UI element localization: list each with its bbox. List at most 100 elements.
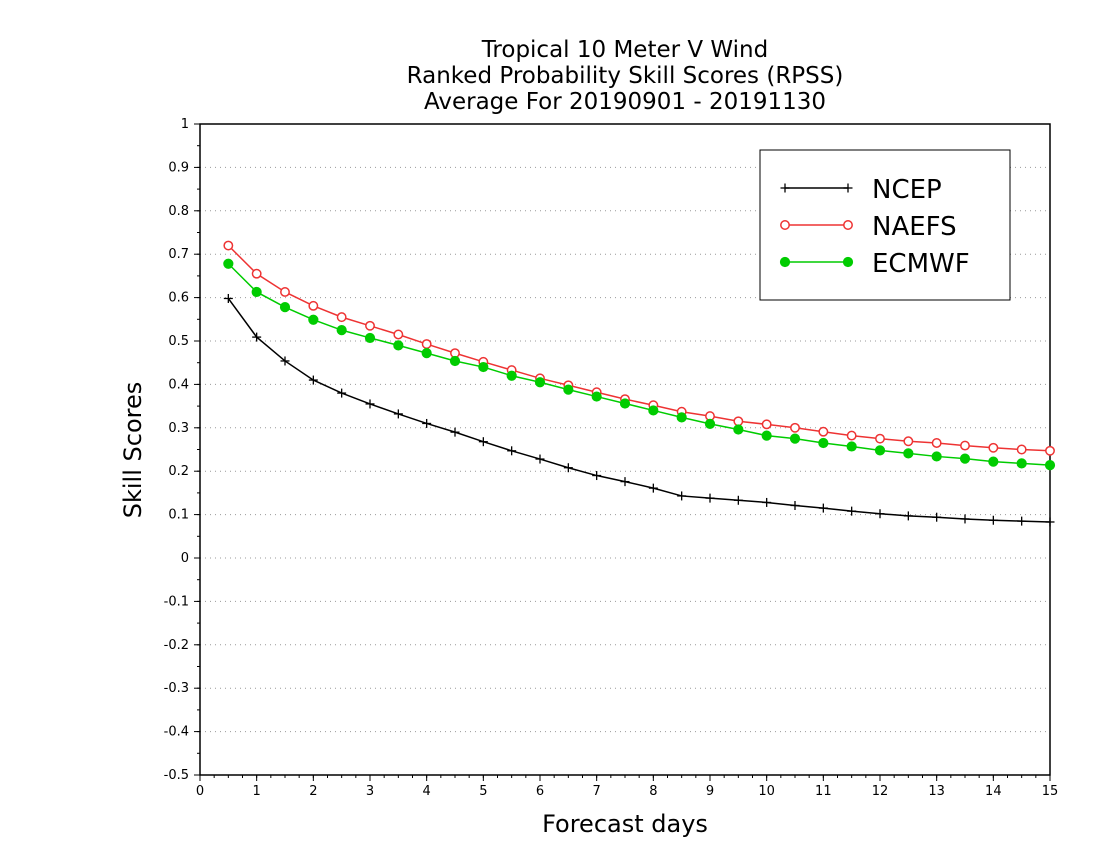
y-tick-label: 0.5 [168, 334, 189, 349]
x-tick-label: 9 [706, 784, 714, 799]
data-point-ecmwf [761, 430, 772, 441]
y-tick-label: -0.4 [164, 725, 189, 740]
chart-title-line-2: Ranked Probability Skill Scores (RPSS) [406, 63, 844, 89]
data-point-ncep [337, 388, 347, 398]
data-point-ecmwf [308, 314, 319, 325]
legend-label-naefs: NAEFS [872, 212, 957, 242]
x-tick-label: 2 [309, 784, 317, 799]
y-axis-label: Skill Scores [119, 381, 147, 519]
x-tick-label: 12 [872, 784, 889, 799]
data-point-ncep [960, 514, 970, 524]
data-point-naefs [875, 433, 885, 444]
data-point-naefs [1045, 445, 1055, 456]
data-point-ncep [903, 511, 913, 521]
data-point-ncep [875, 509, 885, 519]
legend-marker-ncep [843, 183, 853, 193]
y-tick-label: 0.9 [168, 160, 189, 175]
data-point-naefs [421, 339, 432, 349]
data-point-ncep [1045, 517, 1055, 527]
data-point-ncep [478, 437, 488, 447]
x-tick-label: 15 [1042, 784, 1059, 799]
data-point-ecmwf [959, 453, 971, 464]
data-point-ncep [308, 375, 318, 385]
data-point-ncep [988, 515, 998, 525]
data-point-ecmwf [1044, 460, 1056, 471]
data-point-ecmwf [988, 456, 999, 467]
y-tick-label: 0.4 [168, 377, 189, 392]
data-point-ncep [507, 446, 517, 456]
y-tick-label: -0.2 [164, 638, 189, 653]
data-point-ncep [563, 463, 573, 473]
y-tick-label: 1 [181, 117, 189, 132]
y-tick-label: 0.6 [168, 291, 189, 306]
data-point-ncep [932, 512, 942, 522]
y-tick-label: 0.2 [168, 464, 189, 479]
data-point-naefs [733, 416, 744, 427]
data-point-ecmwf [506, 370, 517, 381]
y-tick-label: -0.1 [164, 594, 189, 609]
chart-title-line-3: Average For 20190901 - 20191130 [423, 89, 827, 115]
data-point-naefs [1016, 444, 1027, 455]
data-point-naefs [790, 422, 800, 433]
y-tick-label: 0 [181, 551, 189, 566]
data-point-ncep [393, 409, 403, 419]
data-point-naefs [988, 442, 999, 453]
data-point-ecmwf [449, 355, 461, 367]
data-point-naefs [818, 426, 829, 437]
data-point-ncep [790, 500, 800, 510]
data-point-ecmwf [336, 325, 347, 336]
data-point-ecmwf [619, 398, 631, 409]
data-point-naefs [931, 438, 942, 448]
data-point-ecmwf [789, 433, 801, 444]
data-point-ncep [620, 477, 630, 487]
data-point-naefs [280, 287, 290, 297]
data-point-ecmwf [279, 302, 291, 313]
legend-marker-ncep [780, 183, 790, 193]
chart-title-line-1: Tropical 10 Meter V Wind [481, 37, 769, 63]
data-point-ecmwf [534, 377, 546, 388]
data-point-ncep [762, 497, 772, 507]
series-ecmwf [223, 258, 1056, 471]
legend-label-ecmwf: ECMWF [872, 249, 970, 279]
data-point-ecmwf [733, 424, 744, 435]
y-tick-label: -0.3 [164, 681, 189, 696]
data-point-ncep [280, 356, 290, 366]
legend-marker-ecmwf [779, 256, 791, 268]
x-tick-label: 14 [985, 784, 1002, 799]
data-point-ecmwf [1016, 458, 1027, 469]
data-point-ncep [818, 503, 828, 513]
data-point-ecmwf [591, 391, 602, 402]
data-point-ecmwf [676, 412, 687, 423]
series-line-ncep [227, 298, 1051, 523]
legend-label-ncep: NCEP [872, 175, 942, 205]
data-point-ecmwf [478, 361, 489, 373]
data-point-ecmwf [563, 384, 574, 395]
data-point-ecmwf [931, 451, 942, 462]
data-point-naefs [365, 320, 375, 331]
data-point-naefs [960, 440, 970, 451]
y-tick-label: 0.3 [168, 421, 189, 436]
data-point-ncep [677, 491, 687, 501]
data-point-naefs [903, 436, 914, 447]
data-point-naefs [336, 312, 347, 323]
y-tick-label: 0.7 [168, 247, 189, 262]
legend-item-ncep: NCEP [780, 175, 942, 205]
x-tick-label: 8 [649, 784, 657, 799]
data-point-ecmwf [846, 441, 857, 452]
data-point-ncep [648, 483, 658, 493]
data-point-ecmwf [874, 445, 886, 456]
series-ncep [223, 293, 1055, 527]
data-point-ecmwf [251, 286, 262, 298]
legend-item-naefs: NAEFS [780, 212, 957, 242]
data-point-ecmwf [364, 332, 376, 344]
x-tick-label: 6 [536, 784, 544, 799]
data-point-ecmwf [704, 418, 716, 429]
data-point-ncep [592, 471, 602, 481]
x-tick-label: 7 [593, 784, 601, 799]
data-point-ecmwf [393, 340, 404, 351]
x-tick-label: 1 [253, 784, 261, 799]
data-point-ncep [705, 493, 715, 503]
x-tick-label: 0 [196, 784, 204, 799]
data-point-naefs [846, 430, 857, 441]
data-point-ncep [450, 427, 460, 437]
